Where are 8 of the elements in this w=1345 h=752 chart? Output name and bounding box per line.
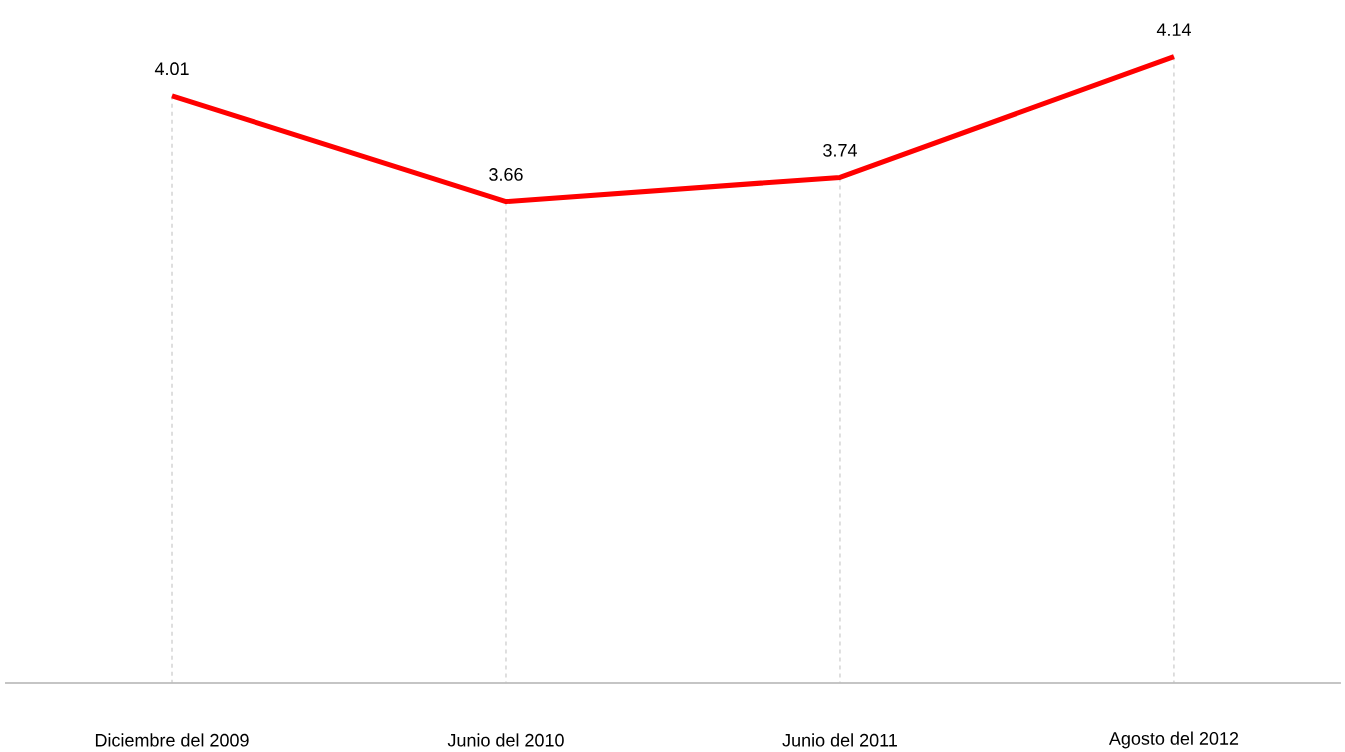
x-tick-label: Junio del 2011: [782, 733, 897, 747]
x-tick-label: Junio del 2010: [447, 733, 564, 747]
data-label: 4.14: [1156, 23, 1191, 36]
data-label: 4.01: [154, 62, 189, 76]
x-tick-label: Diciembre del 2009: [95, 733, 249, 747]
data-label: 3.74: [823, 143, 857, 157]
data-label: 3.66: [489, 168, 523, 181]
x-tick-label: Agosto del 2012: [1108, 731, 1239, 749]
